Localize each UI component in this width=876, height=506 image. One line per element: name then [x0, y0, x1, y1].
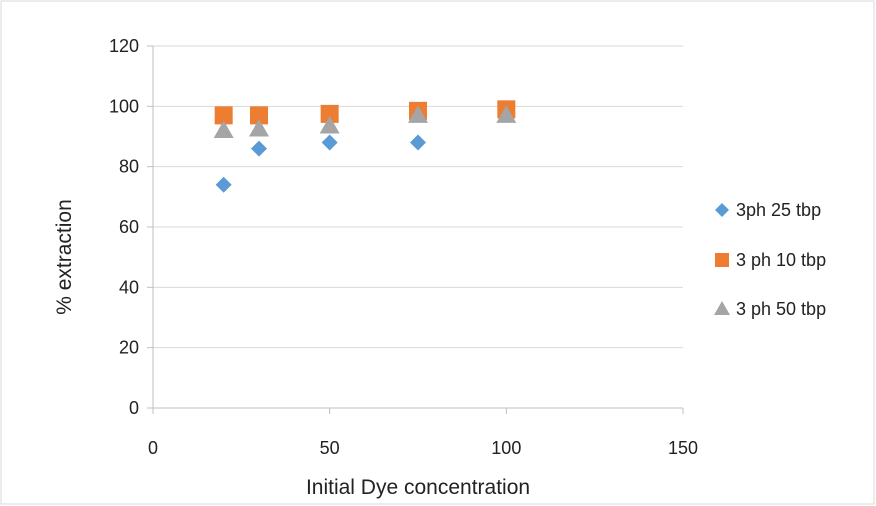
legend-marker-1 — [715, 253, 729, 267]
point-series1-1 — [250, 106, 268, 125]
point-series2-0 — [213, 120, 234, 138]
y-tick-label-0: 0 — [129, 398, 139, 418]
x-tick-label-3: 150 — [668, 438, 698, 458]
y-tick-label-6: 120 — [109, 36, 139, 56]
y-tick-label-3: 60 — [119, 217, 139, 237]
point-series0-2 — [321, 134, 338, 151]
tick-labels: 0 20 40 60 80 100 120 0 50 100 150 — [109, 36, 698, 458]
point-series1-2 — [320, 104, 339, 123]
y-tick-label-5: 100 — [109, 96, 139, 116]
x-tick-label-0: 0 — [148, 438, 158, 458]
legend-label-2: 3 ph 50 tbp — [736, 299, 826, 319]
data-points — [213, 100, 517, 193]
legend-marker-0 — [715, 203, 729, 217]
point-series1-0 — [214, 106, 233, 125]
point-series2-2 — [319, 115, 340, 134]
legend-marker-2 — [714, 301, 730, 315]
point-series0-1 — [251, 140, 267, 157]
y-tick-label-1: 20 — [119, 338, 139, 358]
point-series0-3 — [410, 134, 426, 151]
legend-label-1: 3 ph 10 tbp — [736, 250, 826, 270]
legend-label-0: 3ph 25 tbp — [736, 200, 821, 220]
y-tick-label-4: 80 — [119, 157, 139, 177]
point-series0-0 — [215, 176, 232, 193]
y-axis-title: % extraction — [53, 199, 76, 315]
x-axis-title: Initial Dye concentration — [306, 476, 530, 499]
y-tick-label-2: 40 — [119, 277, 139, 297]
point-series2-3 — [408, 105, 428, 123]
axes — [147, 45, 684, 414]
legend: 3ph 25 tbp 3 ph 10 tbp 3 ph 50 tbp — [714, 200, 826, 319]
point-series2-4 — [496, 105, 517, 123]
x-tick-label-2: 100 — [491, 438, 521, 458]
x-tick-label-1: 50 — [320, 438, 340, 458]
point-series2-1 — [249, 118, 269, 137]
